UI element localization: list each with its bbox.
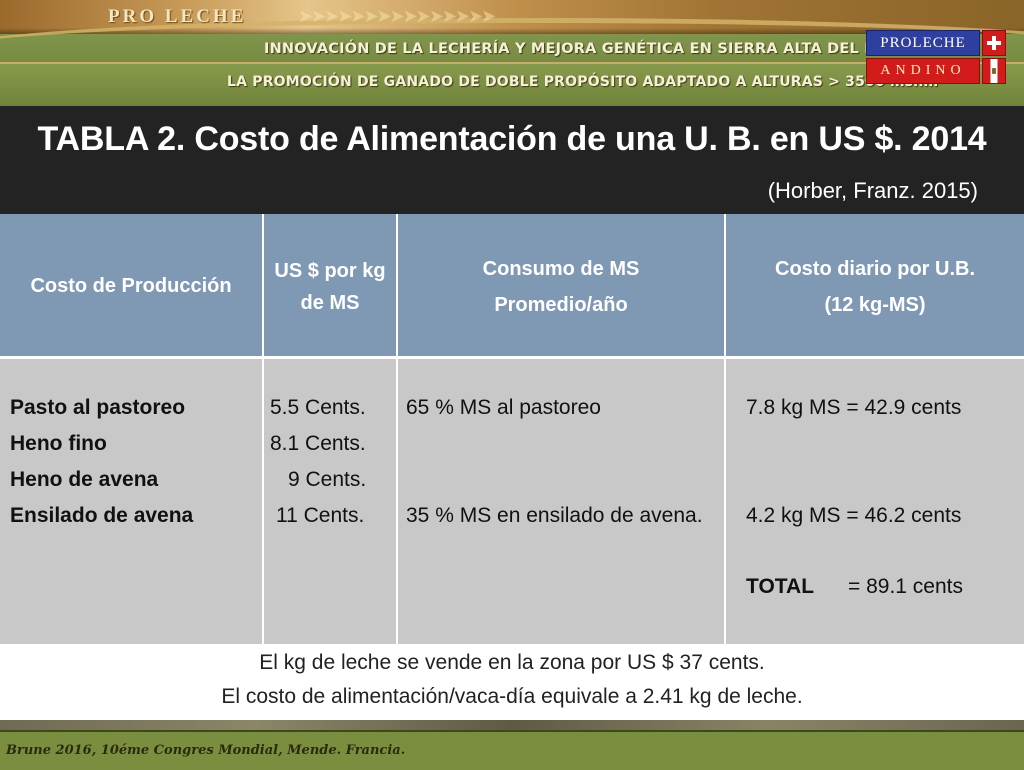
table-header-row (0, 214, 1024, 359)
consumo-pastoreo: 65 % MS al pastoreo (406, 396, 601, 419)
column-costo-diario: Costo diario por U.B. (12 kg-MS) (726, 214, 1024, 644)
decorative-stone-strip (0, 720, 1024, 730)
column-divider (262, 214, 264, 644)
swiss-flag-icon (982, 30, 1006, 56)
slide-title: TABLA 2. Costo de Alimentación de una U.… (37, 120, 987, 158)
table-body-row (0, 359, 1024, 644)
total-value: = 89.1 cents (848, 575, 963, 598)
note-line-2: El costo de alimentación/vaca-día equiva… (221, 685, 803, 708)
costo-pastoreo: 7.8 kg MS = 42.9 cents (746, 396, 962, 419)
costo-ensilado: 4.2 kg MS = 46.2 cents (746, 504, 962, 527)
note-line-1: El kg de leche se vende en la zona por U… (259, 651, 765, 674)
price-heno-fino: 8.1 Cents. (270, 432, 366, 455)
header-usd-por-kg-line1: US $ por kg (274, 260, 386, 282)
header-costo-produccion: Costo de Producción (30, 275, 232, 297)
footer-citation: Brune 2016, 10éme Congres Mondial, Mende… (6, 743, 406, 758)
logo-bottom-label: ANDINO (866, 58, 980, 84)
item-heno-avena: Heno de avena (10, 468, 159, 491)
column-divider (724, 214, 726, 644)
price-pasto-pastoreo: 5.5 Cents. (270, 396, 366, 419)
banner-green-band (0, 62, 1024, 106)
title-area: TABLA 2. Costo de Alimentación de una U.… (0, 106, 1024, 216)
cost-table: Costo de Producción US $ por kg de MS Co… (0, 214, 1024, 644)
brand-name: PRO LECHE (108, 6, 247, 27)
header-costo-diario-line2: (12 kg-MS) (824, 294, 926, 316)
header-consumo-ms-line1: Consumo de MS (482, 258, 640, 280)
item-ensilado-avena: Ensilado de avena (10, 504, 194, 527)
consumo-ensilado: 35 % MS en ensilado de avena. (406, 504, 703, 527)
item-heno-fino: Heno fino (10, 432, 107, 455)
header-banner: PRO LECHE ➤➤➤➤➤➤➤➤➤➤➤➤➤➤➤ INNOVACIÓN DE … (0, 0, 1024, 106)
logo-top-label: PROLECHE (866, 30, 980, 56)
header-consumo-ms-line2: Promedio/año (494, 294, 628, 316)
banner-subtitle-2: LA PROMOCIÓN DE GANADO DE DOBLE PROPÓSIT… (227, 74, 939, 90)
banner-subtitle-1: INNOVACIÓN DE LA LECHERÍA Y MEJORA GENÉT… (264, 41, 909, 57)
item-pasto-pastoreo: Pasto al pastoreo (10, 396, 186, 419)
column-usd-por-kg: US $ por kg de MS (264, 214, 396, 644)
banner-arc (0, 18, 1024, 83)
source-citation: (Horber, Franz. 2015) (767, 178, 978, 203)
price-heno-avena: 9 Cents. (288, 468, 367, 491)
summary-note: El kg de leche se vende en la zona por U… (0, 644, 1024, 720)
price-ensilado-avena: 11 Cents. (276, 504, 365, 527)
column-consumo-ms: Consumo de MS Promedio/año (398, 214, 724, 644)
proleche-andino-logo: PROLECHE ANDINO (866, 30, 1006, 88)
total-label: TOTAL (746, 575, 815, 598)
column-costo-produccion: Costo de Producción (0, 214, 262, 644)
column-divider (396, 214, 398, 644)
footer-bar: Brune 2016, 10éme Congres Mondial, Mende… (0, 730, 1024, 770)
header-costo-diario-line1: Costo diario por U.B. (775, 258, 975, 280)
decorative-arrows-icon: ➤➤➤➤➤➤➤➤➤➤➤➤➤➤➤ (298, 6, 496, 26)
header-usd-por-kg-line2: de MS (300, 292, 360, 314)
peru-flag-icon (982, 58, 1006, 84)
